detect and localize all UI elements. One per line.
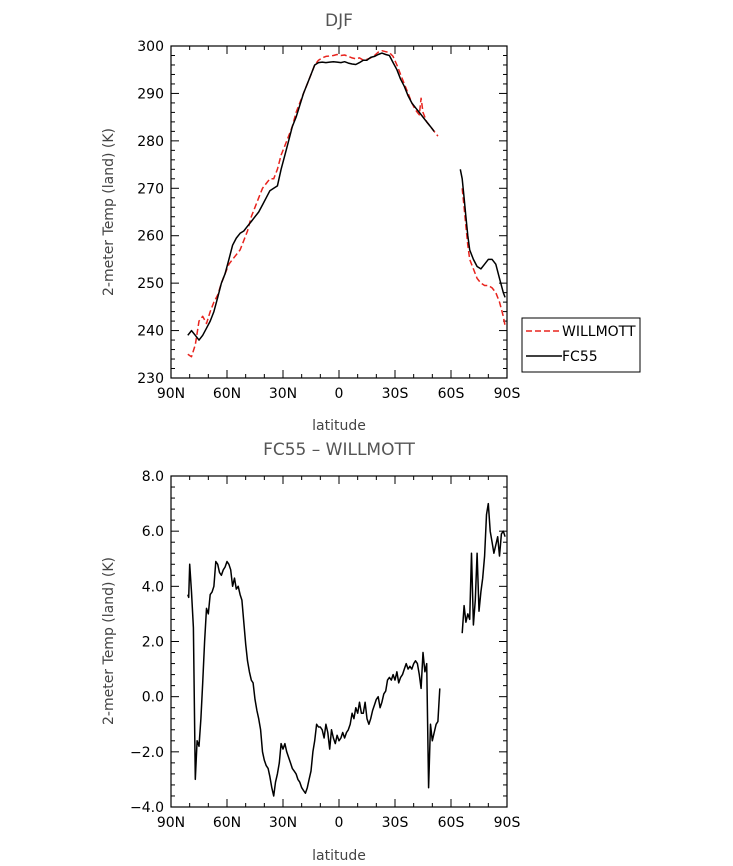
y-tick-label: 260 [137,229,164,245]
x-tick-label: 60S [438,815,465,831]
chart-title: DJF [325,11,353,31]
difference-series-line [461,502,506,634]
legend-box [521,317,641,373]
fc55-series-line [459,169,506,298]
x-tick-label: 60N [213,815,241,831]
x-tick-label: 60N [213,386,241,402]
willmott-series-line [461,188,506,326]
legend-label-fc55: FC55 [562,349,598,365]
y-tick-label: 4.0 [142,579,164,595]
x-tick-label: 90S [494,386,521,402]
x-tick-label: 30N [269,815,297,831]
djf-temperature-panel: DJF 2-meter Temp (land) (K) latitude 90N… [101,11,520,434]
y-tick-label: 2.0 [142,635,164,651]
y-tick-label: 300 [137,39,164,55]
difference-series-line [187,560,441,797]
x-tick-label: 30S [382,815,409,831]
y-tick-label: 0.0 [142,690,164,706]
willmott-series-line [187,49,439,358]
y-tick-label: −4.0 [130,800,164,816]
x-tick-label: 90N [157,386,185,402]
x-axis-label: latitude [312,848,366,864]
y-tick-label: 8.0 [142,469,164,485]
y-tick-label: 280 [137,134,164,150]
y-tick-label: 240 [137,324,164,340]
x-tick-label: 60S [438,386,465,402]
difference-panel: FC55 – WILLMOTT 2-meter Temp (land) (K) … [101,440,520,864]
chart-title: FC55 – WILLMOTT [263,440,415,460]
legend: WILLMOTT FC55 [521,317,641,373]
x-tick-label: 0 [335,815,344,831]
x-tick-label: 0 [335,386,344,402]
y-tick-label: −2.0 [130,745,164,761]
legend-label-willmott: WILLMOTT [562,324,636,340]
x-tick-label: 90S [494,815,521,831]
y-tick-label: 270 [137,181,164,197]
y-tick-label: 230 [137,371,164,387]
plot-frame [170,45,508,379]
y-tick-label: 6.0 [142,524,164,540]
x-tick-label: 90N [157,815,185,831]
x-tick-label: 30N [269,386,297,402]
y-axis-label: 2-meter Temp (land) (K) [101,128,117,296]
y-axis-label: 2-meter Temp (land) (K) [101,557,117,725]
axis-ticks: 90N 60N 30N 0 30S 60S 90S −4.0 −2.0 0.0 2.0 4.0 6.0 8… [130,469,520,831]
axis-ticks: 90N 60N 30N 0 30S 60S 90S 230 240 250 260 270 280 290… [137,39,520,402]
y-tick-label: 250 [137,276,164,292]
fc55-series-line [187,52,435,341]
y-tick-label: 290 [137,86,164,102]
series-lines [187,49,506,358]
plot-frame [170,475,508,808]
x-tick-label: 30S [382,386,409,402]
series-lines [187,502,506,797]
x-axis-label: latitude [312,418,366,434]
